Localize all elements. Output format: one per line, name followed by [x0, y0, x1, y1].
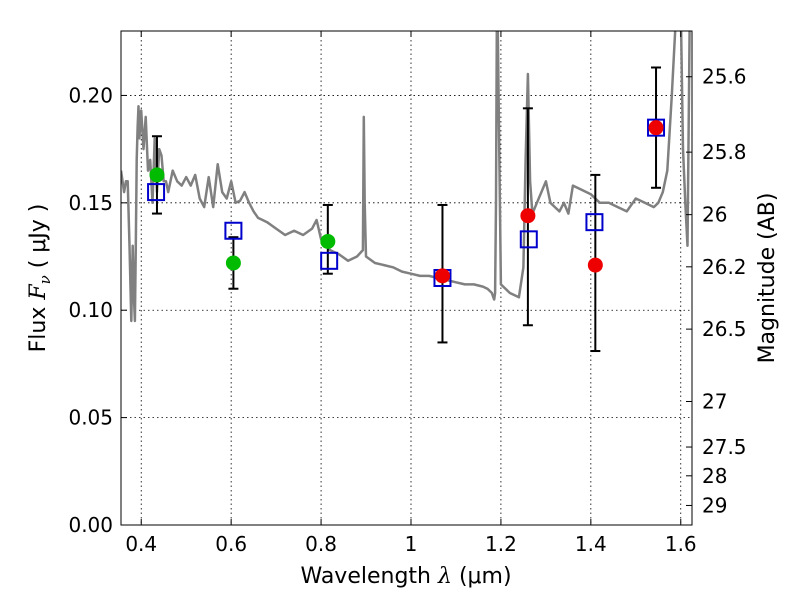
magnitude-tick-label: 28 — [702, 464, 727, 488]
secondary-y-axis-label: Magnitude (AB) — [755, 193, 780, 364]
y-tick-label: 0.20 — [68, 83, 113, 107]
infrared-data-point — [648, 120, 664, 136]
y-axis-label-symbol: F — [26, 284, 51, 301]
magnitude-tick-label: 27 — [702, 390, 727, 414]
x-axis-label: Wavelength λ (μm) — [300, 564, 511, 589]
y-axis-label: Flux Fν ( μJy ) — [26, 204, 56, 353]
infrared-data-point — [587, 257, 603, 273]
infrared-data-point — [434, 268, 450, 284]
x-tick-label: 0.8 — [305, 532, 337, 556]
x-tick-label: 0.6 — [215, 532, 247, 556]
optical-data-point — [320, 233, 336, 249]
magnitude-tick-label: 25.8 — [702, 140, 747, 164]
x-tick-label: 0.4 — [125, 532, 157, 556]
x-tick-label: 1.6 — [665, 532, 697, 556]
x-tick-label: 1.2 — [485, 532, 517, 556]
model-photometry-box — [224, 221, 243, 240]
axis-ticks: 0.4 0.6 0.8 1 1.2 1.4 1.6 0.00 0.05 0.10 0.15 0.20 2… — [68, 31, 747, 556]
model-photometry-box — [320, 251, 339, 270]
plot-frame — [120, 30, 693, 526]
y-axis-label-pre: Flux — [26, 307, 51, 353]
model-photometry-box — [647, 118, 666, 137]
magnitude-tick-label: 26.5 — [702, 317, 747, 341]
y-tick-label: 0.00 — [68, 513, 113, 537]
y-tick-label: 0.05 — [68, 406, 113, 430]
optical-data-point — [225, 255, 241, 271]
y-axis-label-unit: ( μJy ) — [26, 204, 51, 269]
plot-background — [121, 31, 692, 525]
magnitude-tick-label: 26.2 — [702, 255, 747, 279]
magnitude-tick-label: 27.5 — [702, 435, 747, 459]
x-tick-label: 1 — [405, 532, 418, 556]
magnitude-tick-label: 26 — [702, 203, 727, 227]
data-series — [121, 31, 692, 353]
model-photometry-box — [585, 213, 604, 232]
y-tick-label: 0.10 — [68, 298, 113, 322]
y-tick-label: 0.15 — [68, 191, 113, 215]
x-axis-label-symbol: λ — [437, 564, 452, 589]
x-axis-label-pre: Wavelength — [300, 564, 431, 589]
infrared-data-point — [520, 208, 536, 224]
x-axis-label-unit: (μm) — [459, 564, 512, 589]
model-photometry-box — [519, 230, 538, 249]
y-axis-label-subscript: ν — [36, 275, 54, 284]
optical-data-point — [149, 167, 165, 183]
magnitude-tick-label: 25.6 — [702, 65, 747, 89]
magnitude-tick-label: 29 — [702, 493, 727, 517]
model-photometry-box — [147, 183, 166, 202]
model-spectrum-line — [121, 31, 692, 323]
x-tick-label: 1.4 — [575, 532, 607, 556]
